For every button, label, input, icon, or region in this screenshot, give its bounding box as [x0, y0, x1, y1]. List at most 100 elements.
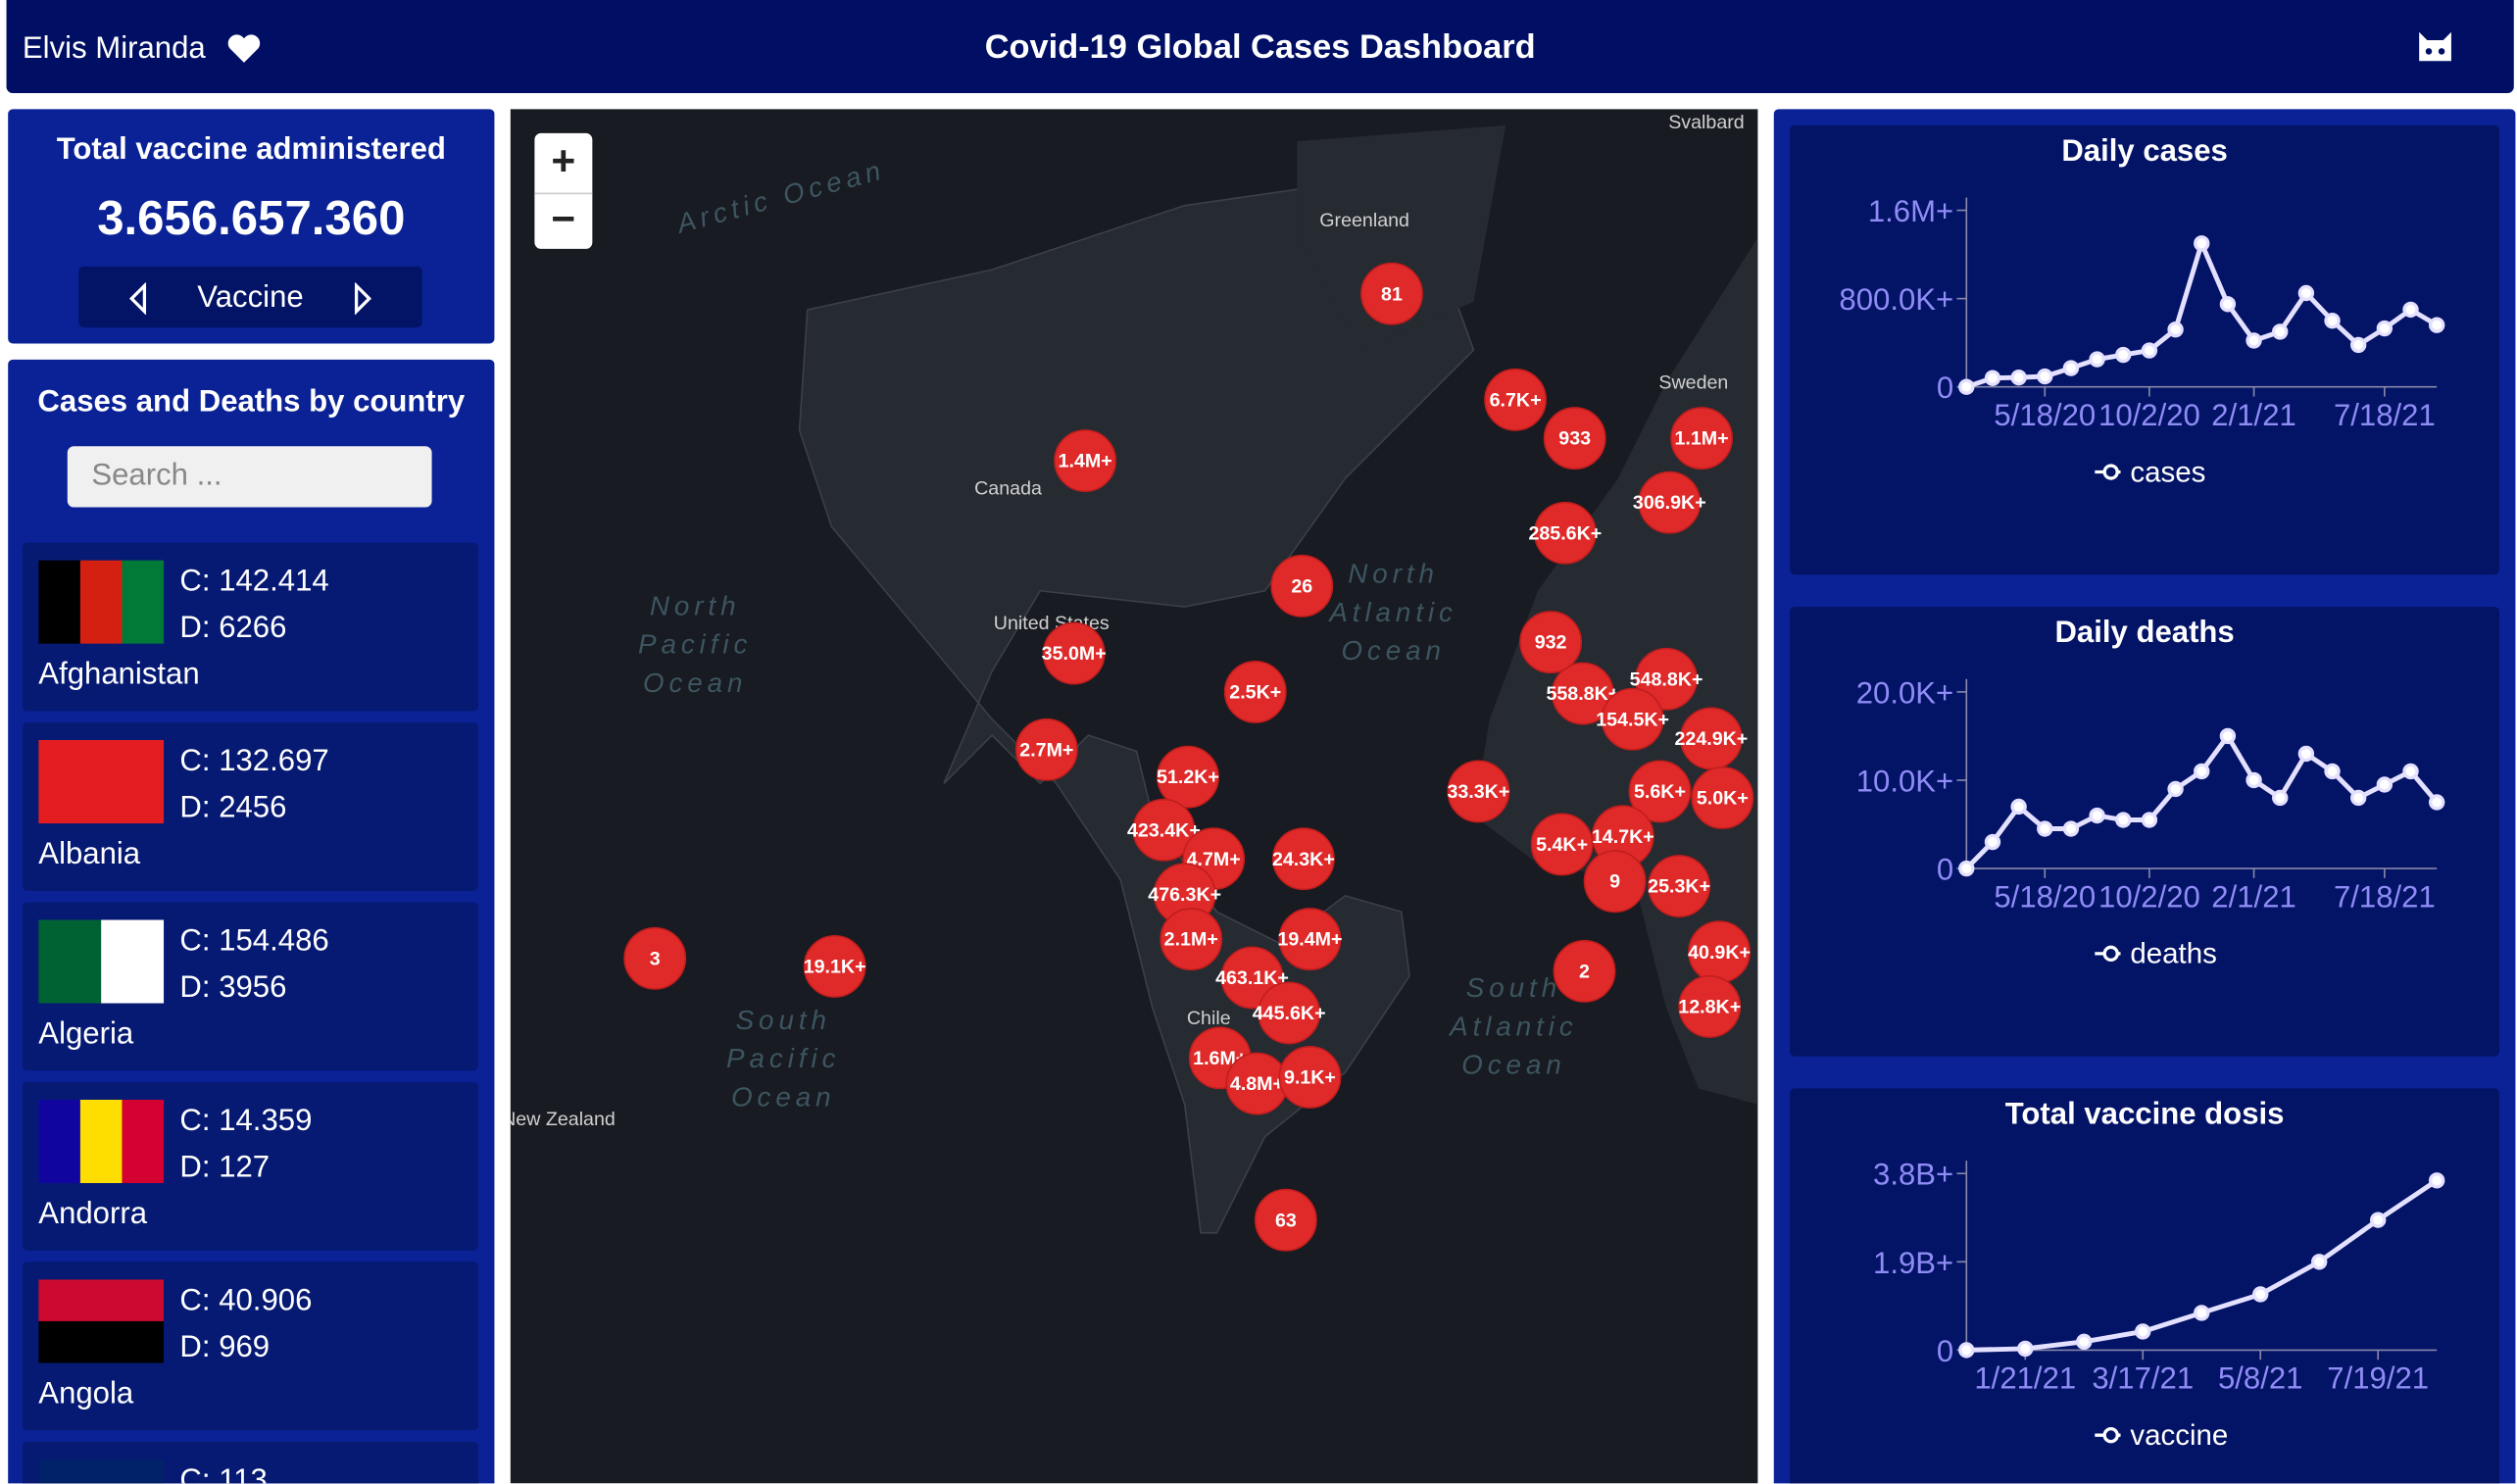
cluster[interactable]	[1484, 368, 1548, 431]
data-point	[2010, 798, 2027, 816]
country-cases: C: 14.359	[179, 1104, 313, 1139]
cluster[interactable]	[1223, 660, 1287, 723]
vaccine-title: Total vaccine administered	[56, 132, 446, 168]
cluster-label: 40.9K+	[1688, 942, 1751, 964]
cluster[interactable]	[1553, 939, 1616, 1003]
data-point	[1958, 1342, 1975, 1359]
data-point	[2194, 235, 2210, 252]
place-line: Pacific	[726, 1043, 840, 1073]
cluster-label: 12.8K+	[1678, 996, 1741, 1017]
cluster[interactable]	[1132, 798, 1196, 862]
legend-marker	[2102, 464, 2119, 480]
country-card[interactable]: C: 40.906 D: 969 Angola	[22, 1261, 479, 1431]
data-point	[2297, 745, 2315, 763]
data-point	[2311, 1254, 2328, 1270]
title: Covid-19 Global Cases Dashboard	[984, 28, 1536, 67]
flag	[38, 740, 165, 824]
data-point	[2167, 321, 2184, 338]
cluster[interactable]	[1583, 850, 1647, 914]
cluster[interactable]	[1519, 611, 1583, 674]
countries-panel: Cases and Deaths by country Search ... C…	[8, 359, 495, 1484]
cluster[interactable]	[1678, 974, 1742, 1038]
cluster-label: 445.6K+	[1253, 1003, 1326, 1024]
cluster[interactable]	[1530, 813, 1594, 876]
data-point	[1984, 833, 2001, 851]
cluster[interactable]	[1648, 855, 1711, 918]
cluster[interactable]	[1278, 908, 1342, 971]
data-point	[2350, 789, 2367, 807]
cluster[interactable]	[1670, 407, 1734, 470]
cluster[interactable]	[1278, 1046, 1342, 1109]
cluster[interactable]	[1254, 1188, 1317, 1252]
cluster-label: 558.8K+	[1546, 683, 1619, 705]
country-name: Afghanistan	[38, 658, 200, 692]
cluster[interactable]	[803, 935, 866, 998]
country-name: Angola	[38, 1377, 134, 1411]
y-tick-label: 800.0K+	[1839, 282, 1953, 317]
legend-label: deaths	[2130, 938, 2216, 970]
cluster[interactable]	[1628, 760, 1692, 823]
place-label: Svalbard	[1668, 112, 1745, 133]
y-tick-label: 1.9B+	[1873, 1246, 1953, 1280]
data-point	[2428, 794, 2445, 811]
country-cases: C: 142.414	[179, 565, 329, 599]
flag-band	[79, 560, 123, 644]
cluster[interactable]	[1691, 767, 1754, 829]
country-deaths: D: 969	[179, 1330, 271, 1365]
country-card[interactable]: C: 14.359 D: 127 Andorra	[22, 1081, 479, 1251]
cluster[interactable]	[623, 926, 687, 990]
country-name: Andorra	[38, 1197, 148, 1232]
cluster[interactable]	[1271, 827, 1335, 891]
country-card[interactable]: C: 142.414 D: 6266 Afghanistan	[22, 542, 479, 712]
place-label: South Atlantic Ocean	[1448, 972, 1578, 1080]
cluster[interactable]	[1042, 621, 1106, 685]
search-input[interactable]: Search ...	[67, 446, 432, 508]
cluster[interactable]	[1258, 981, 1321, 1045]
cluster[interactable]	[1014, 717, 1078, 781]
data-point	[2219, 296, 2237, 313]
cluster[interactable]	[1270, 554, 1334, 618]
heart-icon	[227, 34, 261, 63]
y-tick-label: 0	[1937, 853, 1953, 887]
cluster[interactable]	[1054, 429, 1117, 492]
cluster[interactable]	[1543, 407, 1606, 470]
cluster[interactable]	[1447, 760, 1510, 823]
cluster[interactable]	[1360, 262, 1423, 325]
zoom-in[interactable]: +	[551, 136, 576, 185]
country-deaths: D: 2456	[179, 791, 287, 825]
cluster-label: 224.9K+	[1674, 728, 1748, 750]
cluster-label: 5.0K+	[1697, 788, 1749, 810]
cluster-label: 5.4K+	[1536, 834, 1588, 856]
flag	[38, 919, 165, 1004]
zoom-out[interactable]: −	[534, 192, 593, 249]
cluster[interactable]	[1638, 470, 1702, 534]
flag	[38, 1099, 165, 1184]
place-line: Pacific	[638, 629, 752, 660]
cluster[interactable]	[1601, 687, 1664, 751]
data-point	[2402, 763, 2419, 780]
github-icon[interactable]	[2414, 28, 2456, 67]
cluster[interactable]	[1551, 662, 1614, 725]
country-card[interactable]: C: 132.697 D: 2456 Albania	[22, 722, 479, 891]
next-arrow[interactable]	[352, 282, 374, 316]
country-name: Albania	[38, 837, 141, 872]
y-tick-label: 10.0K+	[1856, 764, 1953, 798]
cluster[interactable]	[1157, 745, 1219, 809]
place-label: Greenland	[1319, 210, 1409, 231]
series-line	[1966, 1178, 2439, 1353]
y-tick-label: 0	[1937, 1334, 1953, 1368]
cluster-label: 9.1K+	[1284, 1067, 1336, 1089]
chart: Daily cases 0 800.0K+ 1.6M+ 5/18/20 10/2/20 2/…	[1839, 133, 2445, 488]
data-point	[2135, 1323, 2151, 1340]
prev-arrow[interactable]	[126, 282, 149, 316]
country-card[interactable]: C: 113	[22, 1441, 479, 1484]
place-label: North Atlantic Ocean	[1327, 559, 1457, 667]
country-card[interactable]: C: 154.486 D: 3956 Algeria	[22, 902, 479, 1071]
map: Arctic Ocean Greenland Canada United States…	[510, 109, 1758, 1484]
place-line: South	[1466, 972, 1561, 1003]
cluster[interactable]	[1533, 501, 1597, 565]
x-tick-label: 2/1/21	[2211, 879, 2295, 914]
data-point	[1958, 378, 1975, 395]
x-tick-label: 2/1/21	[2211, 398, 2295, 432]
cluster[interactable]	[1160, 908, 1223, 971]
